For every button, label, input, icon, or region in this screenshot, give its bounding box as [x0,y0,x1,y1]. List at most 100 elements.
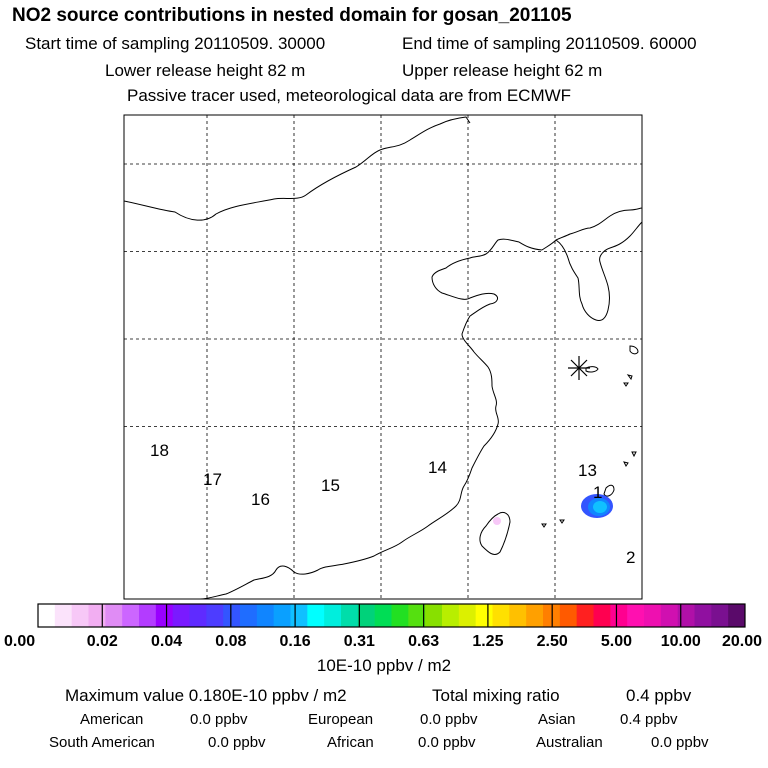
map-frame [123,114,643,600]
island-okinawa [603,484,615,497]
coastline-korea [541,207,642,321]
colorbar-swatch [458,604,477,627]
colorbar-swatch [509,604,527,627]
colorbar-swatch [425,604,443,627]
colorbar-swatch [492,604,510,627]
region-label: 13 [578,461,597,480]
south-american-value: 0.0 ppbv [208,734,266,751]
australian-label: Australian [536,734,603,751]
colorbar-swatch [324,604,342,627]
colorbar-swatch [391,604,409,627]
colorbar-tick-label: 20.00 [722,633,762,650]
island-ryukyu-3 [631,451,637,458]
colorbar-tick-label: 0.08 [215,633,246,650]
south-american-label: South American [49,734,155,751]
region-label: 18 [150,441,169,460]
colorbar-swatch [694,604,712,627]
colorbar-swatch [677,604,695,627]
colorbar-swatch [374,604,392,627]
colorbar-swatch [256,604,275,627]
colorbar-tick-label: 0.16 [280,633,311,650]
colorbar-swatch [660,604,679,627]
island-ryukyu-2 [623,382,629,387]
island-taiwan [479,511,511,555]
total-mixing-label: Total mixing ratio [432,686,560,705]
colorbar-swatch [54,604,73,627]
colorbar-swatch [559,604,578,627]
colorbar-tick-label: 0.31 [344,633,375,650]
colorbar-swatch [627,604,645,627]
colorbar-tick-label: 10.00 [661,633,701,650]
colorbar-swatch [206,604,224,627]
colorbar-swatch [88,604,106,627]
colorbar-tick-label: 5.00 [601,633,632,650]
colorbar-swatch [155,604,174,627]
colorbar-swatch [442,604,460,627]
chart-title: NO2 source contributions in nested domai… [12,5,572,26]
coastlines [124,116,642,599]
colorbar-swatch [172,604,190,627]
american-value: 0.0 ppbv [190,711,248,728]
total-mixing-value: 0.4 ppbv [626,686,692,705]
lower-release-height: Lower release height 82 m [105,61,306,80]
colorbar-swatch [610,604,628,627]
colorbar-swatch [189,604,207,627]
colorbar-swatch [105,604,123,627]
end-time: End time of sampling 20110509. 60000 [402,34,697,53]
colorbar-swatch [307,604,325,627]
plume-core [593,501,607,513]
colorbar-swatch [273,604,291,627]
receptor-marker [568,356,590,380]
colorbar-tick-label: 2.50 [537,633,568,650]
european-label: European [308,711,374,728]
colorbar-swatch [576,604,594,627]
tracer-note: Passive tracer used, meteorological data… [127,86,572,105]
start-time: Start time of sampling 20110509. 30000 [25,34,326,53]
colorbar: 0.00 0.02 0.04 0.08 0.16 0.31 0.63 1.25 2.50 5.00… [4,603,762,650]
colorbar-tick-label: 0.00 [4,633,35,650]
african-label: African [327,734,374,751]
island-jeju [585,366,599,373]
colorbar-swatch [240,604,258,627]
european-value: 0.0 ppbv [420,711,478,728]
colorbar-tick-label: 1.25 [472,633,503,650]
american-label: American [80,711,144,728]
colorbar-swatch [122,604,140,627]
max-value: Maximum value 0.180E-10 ppbv / m2 [65,686,347,705]
colorbar-swatch [357,604,376,627]
african-value: 0.0 ppbv [418,734,476,751]
colorbar-tick-label: 0.02 [87,633,118,650]
colorbar-unit: 10E-10 ppbv / m2 [316,656,452,675]
map-grid [124,115,642,599]
region-label: 2 [626,548,635,567]
colorbar-swatch [139,604,157,627]
colorbar-tick-label: 0.04 [151,633,182,650]
asian-value: 0.4 ppbv [620,711,678,728]
australian-value: 0.0 ppbv [651,734,709,751]
colorbar-swatch [71,604,89,627]
island-ryukyu-1 [626,374,633,381]
region-label: 17 [203,470,222,489]
region-label: 15 [321,476,340,495]
island-small-2 [541,523,547,528]
colorbar-swatch [711,604,729,627]
upper-release-height: Upper release height 62 m [402,61,603,80]
island-kyushu [629,345,639,355]
region-label: 14 [428,458,447,477]
colorbar-swatch [593,604,611,627]
concentration-plume [493,494,613,525]
plume-taiwan-spot [493,517,501,525]
asian-label: Asian [538,711,576,728]
colorbar-swatch [408,604,426,627]
colorbar-swatch [290,604,308,627]
region-label: 16 [251,490,270,509]
coastline-east-china [199,238,543,599]
colorbar-swatch [526,604,544,627]
colorbar-swatch [341,604,359,627]
region-label: 1 [593,483,602,502]
colorbar-swatch [475,604,493,627]
colorbar-swatch [644,604,662,627]
colorbar-tick-label: 0.63 [408,633,439,650]
coastline-north [124,116,471,221]
